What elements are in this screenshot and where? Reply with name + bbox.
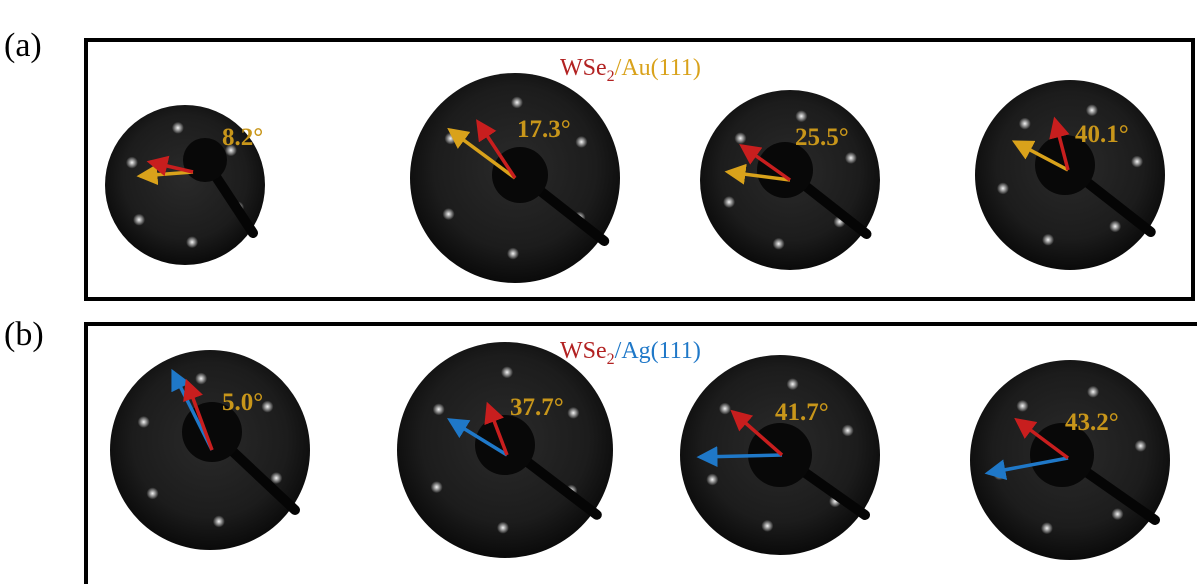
substrate: /Au(111) bbox=[615, 55, 701, 81]
diffraction-spot bbox=[773, 238, 785, 250]
diffraction-spot bbox=[1131, 156, 1143, 168]
diffraction-spot bbox=[787, 378, 799, 390]
diffraction-spot bbox=[706, 473, 718, 485]
leed-pattern: 5.0° bbox=[110, 350, 310, 550]
rotation-angle: 17.3° bbox=[517, 116, 571, 143]
diffraction-spot bbox=[719, 403, 731, 415]
rotation-angle: 40.1° bbox=[1075, 121, 1129, 148]
diffraction-spot bbox=[795, 110, 807, 122]
panel-title: WSe2/Au(111) bbox=[560, 55, 701, 85]
leed-pattern: 17.3° bbox=[410, 73, 620, 283]
diffraction-spot bbox=[842, 425, 854, 437]
diffraction-spot bbox=[1041, 522, 1053, 534]
diffraction-spot bbox=[213, 515, 225, 527]
diffraction-spot bbox=[172, 122, 184, 134]
rotation-angle: 5.0° bbox=[222, 389, 263, 416]
leed-pattern: 43.2° bbox=[970, 360, 1170, 560]
diffraction-spot bbox=[511, 96, 523, 108]
diffraction-spot bbox=[761, 520, 773, 532]
diffraction-spot bbox=[1112, 508, 1124, 520]
rotation-angle: 37.7° bbox=[510, 394, 564, 421]
diffraction-spot bbox=[443, 208, 455, 220]
material: WSe bbox=[560, 55, 607, 81]
substrate: /Ag(111) bbox=[615, 338, 701, 364]
leed-pattern: 40.1° bbox=[975, 80, 1165, 270]
figure: (a) (b) WSe2/Au(111) WSe2/Ag(111) 8.2°17… bbox=[0, 0, 1197, 584]
diffraction-spot bbox=[195, 373, 207, 385]
substrate-arrow bbox=[700, 455, 782, 457]
diffraction-spot bbox=[133, 214, 145, 226]
diffraction-spot bbox=[567, 407, 579, 419]
diffraction-spot bbox=[1042, 234, 1054, 246]
material: WSe bbox=[560, 338, 607, 364]
panel-label: (b) bbox=[4, 316, 44, 353]
rotation-angle: 43.2° bbox=[1065, 409, 1119, 436]
diffraction-spot bbox=[186, 236, 198, 248]
leed-pattern: 41.7° bbox=[680, 355, 880, 555]
rotation-angle: 25.5° bbox=[795, 124, 849, 151]
diffraction-spot bbox=[1135, 440, 1147, 452]
diffraction-spot bbox=[431, 481, 443, 493]
diffraction-spot bbox=[734, 132, 746, 144]
leed-patterns: 8.2° 17.3° 25.5° 40.1° 5.0° 37.7° 41.7° 43.2° bbox=[105, 73, 1170, 560]
diffraction-spot bbox=[497, 522, 509, 534]
diffraction-spot bbox=[147, 487, 159, 499]
diffraction-spot bbox=[1019, 118, 1031, 130]
leed-pattern: 37.7° bbox=[397, 342, 613, 558]
rotation-angle: 41.7° bbox=[775, 399, 829, 426]
subscript: 2 bbox=[607, 68, 615, 85]
rotation-angle: 8.2° bbox=[222, 124, 263, 151]
leed-pattern: 25.5° bbox=[700, 90, 880, 270]
diffraction-spot bbox=[845, 152, 857, 164]
panel-title: WSe2/Ag(111) bbox=[560, 338, 701, 368]
diffraction-spot bbox=[138, 416, 150, 428]
diffraction-spot bbox=[501, 366, 513, 378]
diffraction-spot bbox=[723, 196, 735, 208]
diffraction-spot bbox=[1109, 220, 1121, 232]
diffraction-spot bbox=[575, 136, 587, 148]
leed-pattern: 8.2° bbox=[105, 105, 265, 265]
diffraction-spot bbox=[507, 248, 519, 260]
diffraction-spot bbox=[126, 157, 138, 169]
sample-shadow bbox=[183, 138, 227, 182]
panel-label: (a) bbox=[4, 27, 42, 64]
subscript: 2 bbox=[607, 351, 615, 368]
diffraction-spot bbox=[1086, 104, 1098, 116]
diffraction-spot bbox=[433, 403, 445, 415]
diffraction-spot bbox=[997, 182, 1009, 194]
diffraction-spot bbox=[1087, 386, 1099, 398]
diffraction-spot bbox=[1016, 400, 1028, 412]
